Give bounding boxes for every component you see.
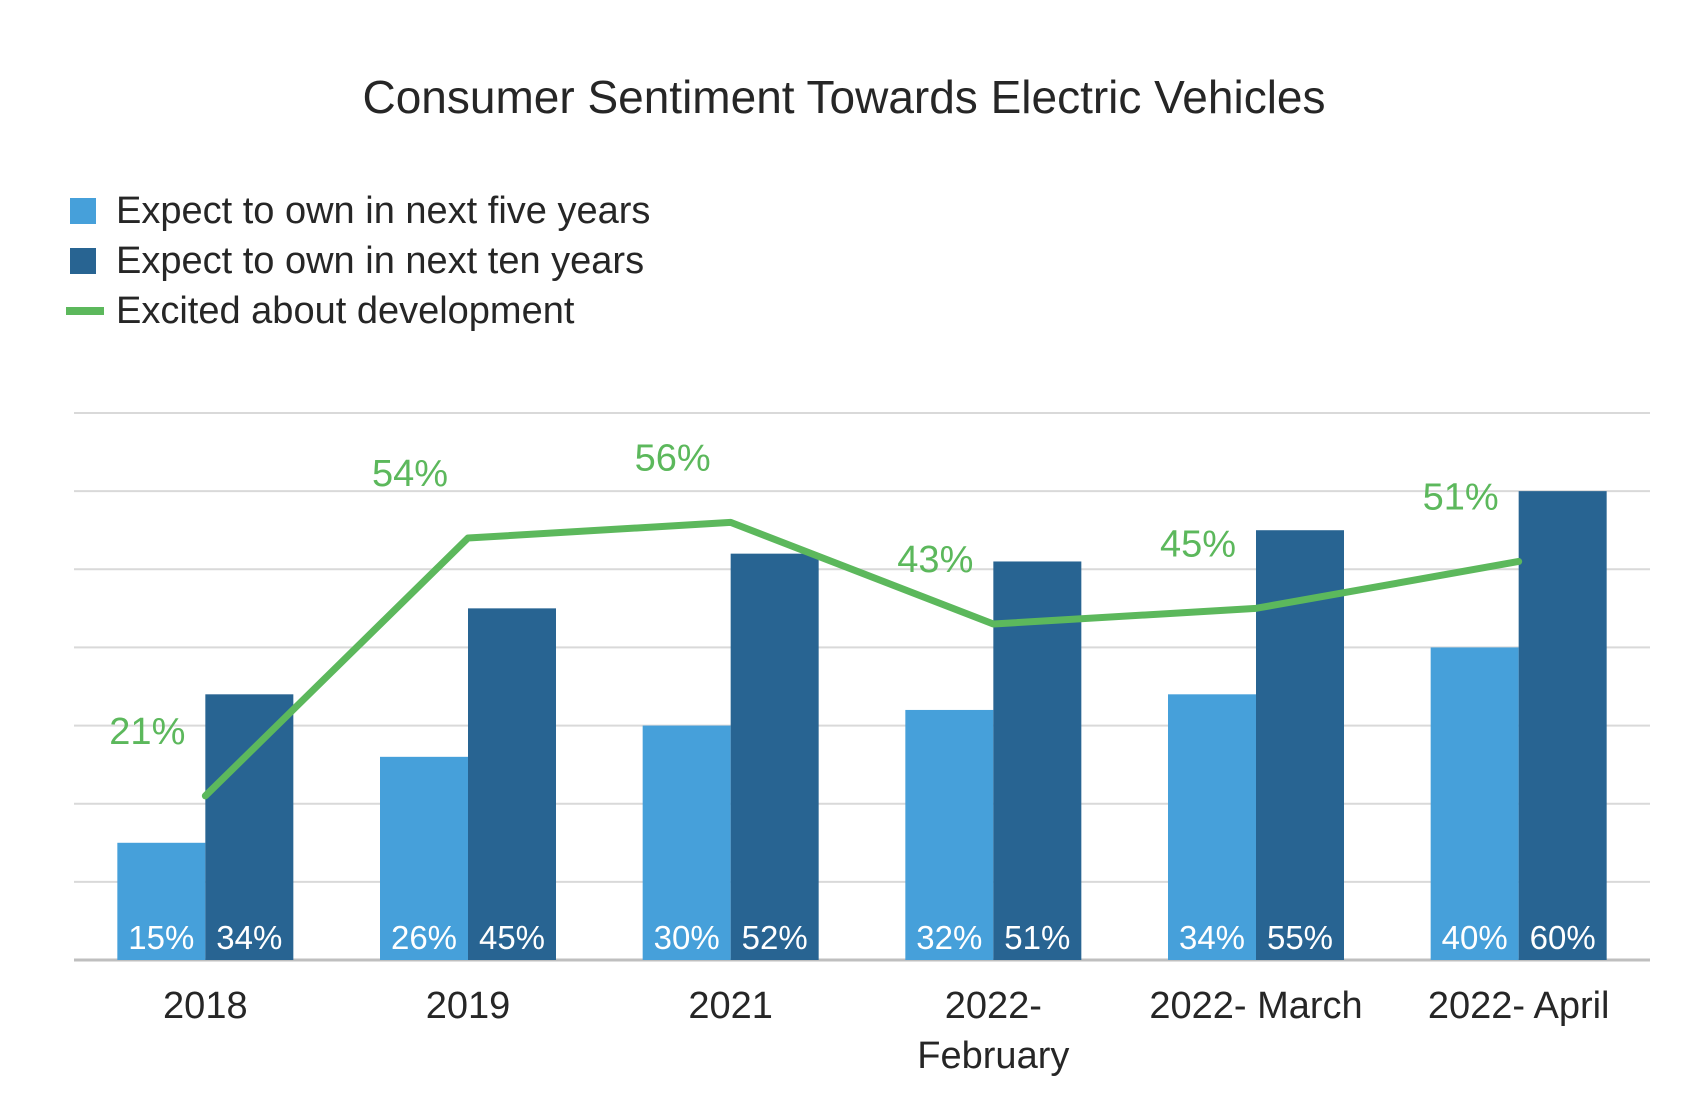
chart-title: Consumer Sentiment Towards Electric Vehi… bbox=[362, 71, 1326, 123]
x-tick-label: 2019 bbox=[426, 985, 511, 1027]
legend-item-excited: Excited about development bbox=[66, 286, 650, 336]
data-label-five-years: 15% bbox=[128, 919, 194, 956]
legend: Expect to own in next five years Expect … bbox=[66, 186, 650, 336]
data-label-excited: 56% bbox=[635, 437, 711, 479]
x-tick-label: 2022- April bbox=[1428, 985, 1610, 1027]
x-tick-label: 2022- March bbox=[1149, 985, 1362, 1027]
data-label-excited: 43% bbox=[897, 539, 973, 581]
legend-item-ten-years: Expect to own in next ten years bbox=[66, 236, 650, 286]
legend-swatch-ten-years bbox=[70, 248, 96, 274]
data-label-ten-years: 60% bbox=[1530, 919, 1596, 956]
legend-line-excited bbox=[66, 307, 104, 315]
x-tick-label: 2018 bbox=[163, 985, 248, 1027]
legend-label-five-years: Expect to own in next five years bbox=[116, 189, 651, 232]
bar-five-years bbox=[642, 725, 731, 960]
x-tick-label: February bbox=[917, 1035, 1069, 1077]
legend-label-ten-years: Expect to own in next ten years bbox=[116, 239, 645, 282]
data-label-ten-years: 51% bbox=[1004, 919, 1070, 956]
x-tick-label: 2021 bbox=[688, 985, 773, 1027]
data-label-excited: 51% bbox=[1423, 476, 1499, 518]
data-label-five-years: 30% bbox=[654, 919, 720, 956]
bar-ten-years bbox=[468, 608, 556, 960]
line-excited bbox=[201, 518, 1523, 800]
data-label-excited: 45% bbox=[1160, 523, 1236, 565]
data-label-five-years: 26% bbox=[391, 919, 457, 956]
data-label-excited: 54% bbox=[372, 453, 448, 495]
data-label-excited: 21% bbox=[109, 711, 185, 753]
data-label-ten-years: 34% bbox=[216, 919, 282, 956]
bar-five-years bbox=[380, 756, 468, 960]
data-label-five-years: 34% bbox=[1179, 919, 1245, 956]
legend-swatch-five-years bbox=[70, 198, 96, 224]
bar-ten-years bbox=[730, 553, 819, 960]
bar-ten-years bbox=[1518, 491, 1607, 960]
legend-label-excited: Excited about development bbox=[116, 289, 575, 332]
bar-ten-years bbox=[205, 694, 294, 960]
bar-five-years bbox=[1168, 694, 1256, 960]
data-label-five-years: 32% bbox=[916, 919, 982, 956]
data-label-ten-years: 55% bbox=[1267, 919, 1333, 956]
legend-item-five-years: Expect to own in next five years bbox=[66, 186, 650, 236]
data-label-five-years: 40% bbox=[1442, 919, 1508, 956]
x-tick-label: 2022- bbox=[945, 985, 1042, 1027]
bar-five-years bbox=[1430, 647, 1519, 960]
bar-five-years bbox=[117, 842, 206, 960]
bar-ten-years bbox=[993, 561, 1082, 960]
data-label-ten-years: 52% bbox=[742, 919, 808, 956]
data-label-ten-years: 45% bbox=[479, 919, 545, 956]
bar-five-years bbox=[905, 709, 994, 960]
